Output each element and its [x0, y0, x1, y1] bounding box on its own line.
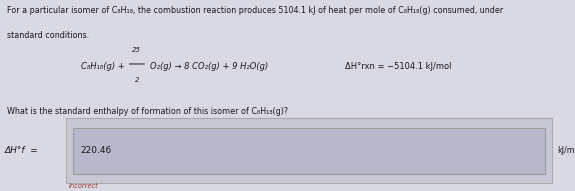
- Bar: [66, 118, 552, 183]
- Text: ΔH°f  =: ΔH°f =: [5, 146, 39, 155]
- Text: kJ/mol: kJ/mol: [558, 146, 575, 155]
- Text: standard conditions.: standard conditions.: [7, 31, 89, 40]
- Bar: [73, 128, 545, 174]
- Text: C₈H₁₈(g) +: C₈H₁₈(g) +: [81, 62, 127, 71]
- Text: What is the standard enthalpy of formation of this isomer of C₈H₁₈(g)?: What is the standard enthalpy of formati…: [7, 107, 288, 116]
- Text: O₂(g) → 8 CO₂(g) + 9 H₂O(g): O₂(g) → 8 CO₂(g) + 9 H₂O(g): [150, 62, 268, 71]
- Text: 2: 2: [135, 77, 139, 83]
- Text: ΔH°rxn = −5104.1 kJ/mol: ΔH°rxn = −5104.1 kJ/mol: [345, 62, 451, 71]
- Text: Incorrect: Incorrect: [69, 183, 99, 189]
- Text: 220.46: 220.46: [80, 146, 111, 155]
- Text: 25: 25: [132, 47, 141, 53]
- Text: For a particular isomer of C₈H₁₈, the combustion reaction produces 5104.1 kJ of : For a particular isomer of C₈H₁₈, the co…: [7, 6, 503, 15]
